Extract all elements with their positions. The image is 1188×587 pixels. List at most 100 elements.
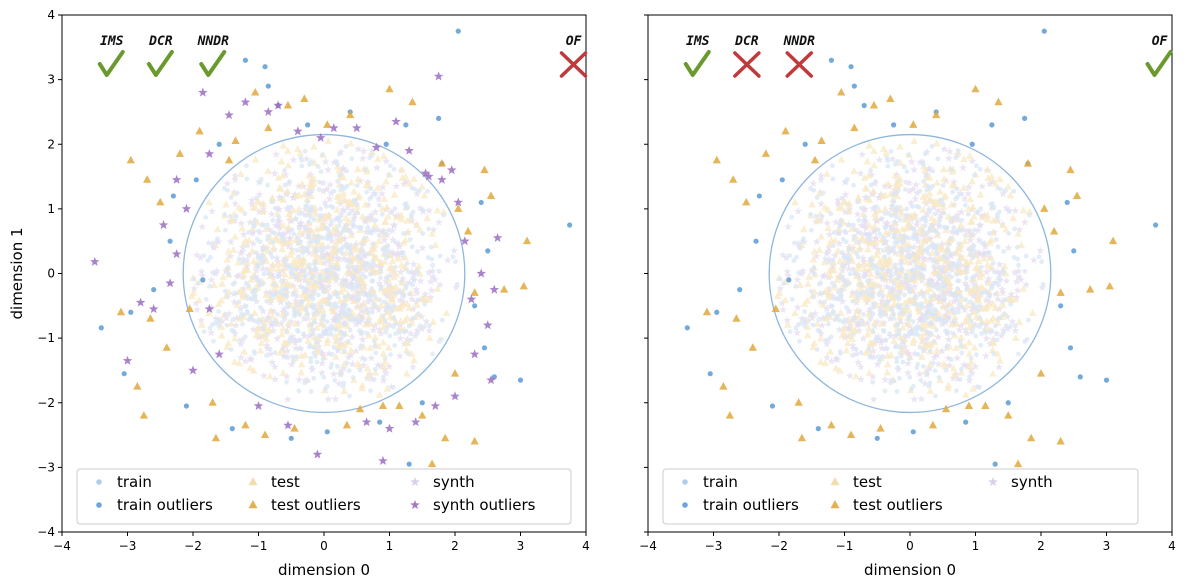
train-point <box>915 323 920 329</box>
test-point <box>817 232 825 240</box>
synth-point <box>955 325 964 334</box>
synth-point <box>262 243 271 252</box>
train-point <box>347 393 352 399</box>
test-point <box>852 372 860 380</box>
synth-point <box>782 253 791 262</box>
synth-point <box>825 284 834 293</box>
train-outliers-point <box>815 426 821 432</box>
train-point <box>926 383 932 389</box>
synth-point <box>825 243 833 252</box>
train-point <box>334 228 340 233</box>
test-outliers-point <box>719 381 728 390</box>
train-point <box>356 295 362 301</box>
synth-point <box>425 326 434 335</box>
synth-point <box>915 369 924 378</box>
train-point <box>296 211 302 216</box>
test-point <box>401 172 410 180</box>
test-point <box>425 334 434 341</box>
train-point <box>913 293 919 299</box>
train-point <box>312 319 317 325</box>
synth-point <box>367 210 376 219</box>
synth-point <box>940 144 949 153</box>
synth-point <box>817 321 826 329</box>
test-outliers-point <box>771 304 780 313</box>
synth-point <box>388 226 397 234</box>
train-point <box>902 234 908 239</box>
test-point <box>279 324 287 332</box>
synth-outliers-point <box>433 71 444 81</box>
synth-point <box>412 288 421 297</box>
train-point <box>341 348 347 354</box>
train-point <box>918 303 924 309</box>
train-point <box>880 354 886 360</box>
synth-point <box>815 289 824 298</box>
synth-point <box>362 265 371 274</box>
test-point <box>420 191 429 199</box>
test-point <box>872 251 881 258</box>
train-point <box>363 274 368 280</box>
synth-point <box>335 255 344 263</box>
train-point <box>969 232 974 237</box>
train-point <box>411 277 417 282</box>
train-point <box>258 305 263 310</box>
test-point <box>905 306 913 314</box>
legend-label: test <box>271 473 300 491</box>
train-point <box>903 179 908 185</box>
train-point <box>347 312 352 318</box>
train-outliers-point <box>121 371 127 377</box>
synth-point <box>957 321 966 329</box>
train-point <box>387 333 393 339</box>
test-point <box>936 187 944 195</box>
test-point <box>248 224 257 232</box>
train-point <box>278 195 284 200</box>
synth-point <box>421 290 430 298</box>
test-point <box>310 142 318 150</box>
synth-point <box>412 285 421 293</box>
test-point <box>363 364 372 372</box>
test-point <box>856 284 865 292</box>
test-point <box>296 148 304 156</box>
test-point <box>882 228 890 236</box>
train-point <box>420 207 425 213</box>
train-point <box>948 235 954 241</box>
test-point <box>230 334 239 342</box>
synth-point <box>861 217 870 226</box>
synth-point <box>287 360 296 368</box>
train-point <box>207 325 213 331</box>
synth-point <box>280 229 289 238</box>
train-outliers-point <box>1005 400 1011 406</box>
train-point <box>955 148 961 153</box>
train-point <box>846 259 851 264</box>
train-point <box>937 198 943 204</box>
train-point <box>264 332 270 338</box>
train-point <box>279 278 284 284</box>
synth-point <box>825 230 834 238</box>
train-point <box>406 269 412 275</box>
synth-point <box>398 274 407 283</box>
train-outliers-point <box>1041 28 1047 34</box>
train-point <box>906 356 912 362</box>
train-point <box>958 227 963 233</box>
test-point <box>279 141 288 149</box>
synth-point <box>416 276 425 285</box>
test-point <box>421 296 430 304</box>
metric-label: OF <box>566 34 583 49</box>
train-point <box>936 218 942 224</box>
synth-point <box>904 349 913 358</box>
test-point <box>970 343 979 351</box>
train-point <box>850 332 856 338</box>
test-point <box>877 319 886 327</box>
train-point <box>914 301 920 307</box>
synth-point <box>377 263 385 272</box>
train-point <box>953 155 959 161</box>
test-point <box>810 247 819 255</box>
train-point <box>355 291 361 296</box>
test-point <box>809 343 817 351</box>
test-point <box>381 357 389 365</box>
train-point <box>899 266 905 272</box>
test-point <box>901 239 910 247</box>
train-point <box>377 297 383 303</box>
synth-point <box>291 344 300 352</box>
synth-point <box>832 218 841 226</box>
train-point <box>394 290 400 296</box>
